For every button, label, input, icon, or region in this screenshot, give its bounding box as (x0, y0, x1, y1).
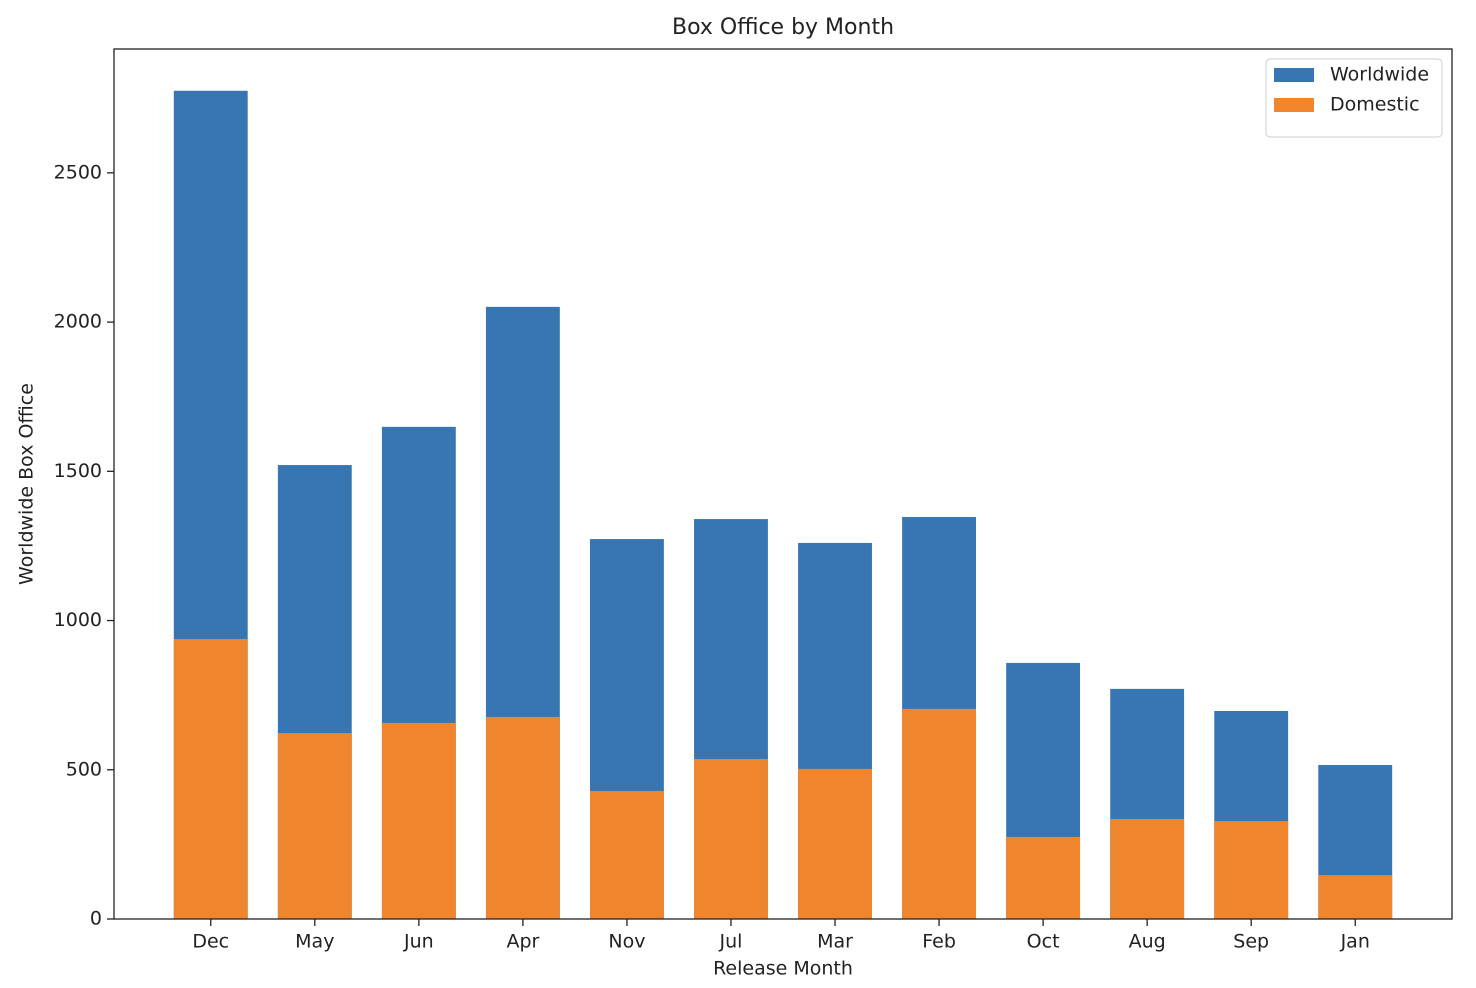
x-tick-label: Feb (922, 931, 956, 953)
chart-title: Box Office by Month (672, 15, 894, 40)
legend-swatch (1274, 68, 1314, 82)
bar (1006, 836, 1081, 919)
y-axis-label: Worldwide Box Office (16, 383, 38, 585)
legend: Worldwide Domestic (1265, 58, 1443, 138)
bar (381, 722, 456, 919)
y-tick-label: 1500 (54, 460, 102, 482)
x-tick-label: Jan (1340, 931, 1370, 953)
bar (277, 733, 352, 919)
x-tick-label: Oct (1027, 931, 1060, 953)
legend-label: Domestic (1330, 94, 1420, 116)
legend-swatch (1274, 98, 1314, 112)
bar (1318, 875, 1393, 919)
bar (1214, 821, 1289, 919)
bar (173, 639, 248, 919)
y-tick-label: 500 (66, 758, 102, 780)
x-tick-label: Jul (719, 931, 743, 953)
x-tick-label: May (295, 931, 334, 953)
x-axis-label: Release Month (713, 958, 853, 980)
x-tick-label: Aug (1129, 931, 1166, 953)
x-tick-label: Dec (192, 931, 229, 953)
plot-frame (113, 48, 1453, 920)
y-tick-label: 2500 (54, 161, 102, 183)
bar (1110, 819, 1185, 919)
legend-label: Worldwide (1330, 64, 1429, 86)
x-tick-label: Mar (817, 931, 853, 953)
bar (694, 759, 768, 919)
bar (798, 768, 872, 919)
y-tick-label: 1000 (54, 609, 102, 631)
bar (902, 708, 977, 919)
x-tick-label: Apr (506, 931, 539, 953)
y-tick-label: 0 (90, 908, 102, 930)
bar (589, 790, 664, 919)
x-tick-label: Jun (403, 931, 434, 953)
y-tick-label: 2000 (54, 311, 102, 333)
bar (485, 716, 560, 919)
x-tick-label: Nov (608, 931, 645, 953)
x-tick-label: Sep (1233, 931, 1269, 953)
